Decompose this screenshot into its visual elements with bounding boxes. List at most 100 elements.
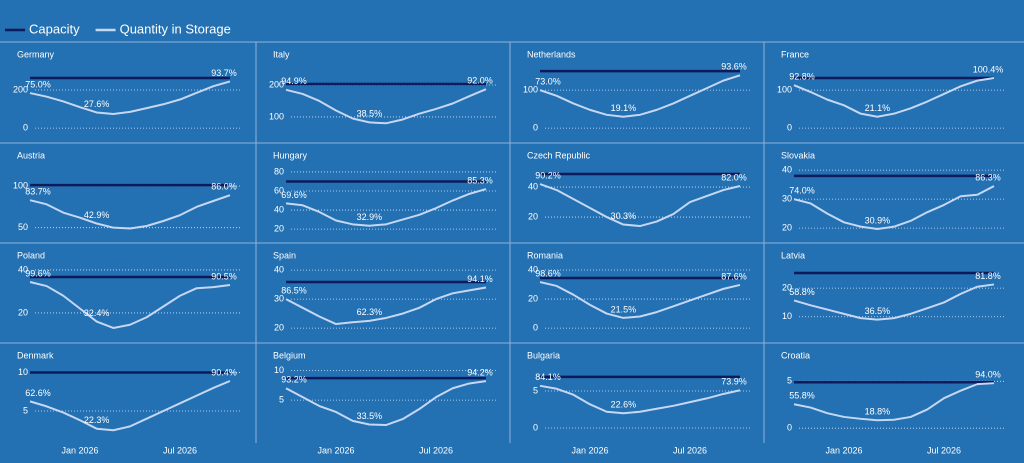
y-tick-label: 80 [274, 166, 284, 176]
fill-label: 74.0% [789, 185, 815, 195]
fill-label: 86.0% [211, 182, 237, 192]
legend: Capacity Quantity in Storage [5, 21, 231, 36]
y-tick-label: 20 [528, 293, 538, 303]
fill-label: 90.4% [211, 367, 237, 377]
y-tick-label: 40 [18, 264, 28, 274]
y-tick-label: 5 [533, 385, 538, 395]
storage-line [539, 281, 741, 319]
fill-label: 94.2% [467, 367, 493, 377]
x-tick-label: Jul 2026 [673, 445, 707, 455]
y-tick-label: 40 [528, 264, 538, 274]
y-tick-label: 100 [523, 85, 538, 95]
x-tick-label: Jan 2026 [317, 445, 354, 455]
x-tick-label: Jan 2026 [571, 445, 608, 455]
fill-label: 87.6% [721, 271, 747, 281]
panel-title: France [781, 49, 809, 59]
fill-label: 90.2% [535, 170, 561, 180]
y-tick-label: 40 [782, 165, 792, 175]
fill-label: 21.5% [611, 304, 637, 314]
y-tick-label: 0 [533, 422, 538, 432]
y-tick-label: 20 [18, 307, 28, 317]
fill-label: 93.7% [211, 68, 237, 78]
y-tick-label: 40 [274, 265, 284, 275]
y-tick-label: 50 [18, 222, 28, 232]
fill-label: 33.5% [357, 411, 383, 421]
y-tick-label: 0 [533, 322, 538, 332]
y-tick-label: 20 [782, 283, 792, 293]
fill-label: 98.6% [535, 268, 561, 278]
storage-line [793, 185, 995, 230]
panel-title: Austria [17, 150, 45, 160]
fill-label: 38.5% [357, 109, 383, 119]
y-tick-label: 10 [782, 311, 792, 321]
fill-label: 22.3% [84, 415, 110, 425]
fill-label: 55.8% [789, 391, 815, 401]
x-tick-label: Jan 2026 [61, 445, 98, 455]
fill-label: 32.4% [84, 308, 110, 318]
y-tick-label: 40 [528, 181, 538, 191]
y-tick-label: 60 [274, 185, 284, 195]
y-tick-label: 0 [533, 122, 538, 132]
fill-label: 75.0% [25, 79, 51, 89]
fill-label: 32.9% [357, 212, 383, 222]
storage-line [29, 194, 231, 230]
fill-label: 94.1% [467, 274, 493, 284]
y-tick-label: 100 [269, 111, 284, 121]
panel-title: Czech Republic [527, 150, 591, 160]
y-tick-label: 10 [274, 365, 284, 375]
fill-label: 18.8% [865, 407, 891, 417]
fill-label: 62.6% [25, 388, 51, 398]
y-tick-label: 30 [274, 293, 284, 303]
fill-label: 73.9% [721, 377, 747, 387]
fill-label: 62.3% [357, 307, 383, 317]
storage-line [793, 76, 995, 118]
fill-label: 85.3% [467, 175, 493, 185]
storage-line [285, 286, 487, 326]
y-tick-label: 100 [13, 180, 28, 190]
panel-frame [0, 41, 1024, 443]
fill-label: 90.5% [211, 271, 237, 281]
panel-title: Bulgaria [527, 350, 560, 360]
y-tick-label: 200 [269, 79, 284, 89]
storage-line [285, 380, 487, 427]
panel-title: Netherlands [527, 49, 576, 59]
fill-label: 83.7% [25, 187, 51, 197]
panel-title: Spain [273, 250, 296, 260]
panel-title: Latvia [781, 250, 805, 260]
fill-label: 27.6% [84, 99, 110, 109]
y-tick-label: 0 [23, 122, 28, 132]
panel: Spain 20 30 40 86.5% 62.3% 94.1% [273, 250, 496, 332]
panel-title: Italy [273, 49, 290, 59]
fill-label: 81.8% [975, 271, 1001, 281]
y-tick-label: 0 [787, 423, 792, 433]
fill-label: 73.0% [535, 77, 561, 87]
fill-label: 82.0% [721, 172, 747, 182]
legend-label: Capacity [29, 21, 80, 36]
panel: France 0 100 92.8% 21.1% 100.4% [777, 49, 1004, 132]
fill-label: 86.3% [975, 172, 1001, 182]
y-tick-label: 5 [279, 394, 284, 404]
fill-label: 84.1% [535, 372, 561, 382]
storage-line [29, 280, 231, 329]
y-tick-label: 20 [782, 222, 792, 232]
fill-label: 36.5% [865, 306, 891, 316]
panel-title: Romania [527, 250, 563, 260]
storage-line [29, 380, 231, 432]
storage-line [539, 74, 741, 118]
fill-label: 30.3% [611, 211, 637, 221]
fill-label: 93.6% [721, 62, 747, 72]
fill-label: 19.1% [611, 103, 637, 113]
panel-title: Germany [17, 49, 55, 59]
y-tick-label: 100 [777, 85, 792, 95]
panel: Hungary 20 40 60 80 69.6% 32.9% 85.3% [273, 150, 496, 233]
storage-line [539, 183, 741, 228]
fill-label: 92.8% [789, 72, 815, 82]
y-tick-label: 200 [13, 84, 28, 94]
fill-label: 94.0% [975, 370, 1001, 380]
panel-title: Croatia [781, 350, 810, 360]
